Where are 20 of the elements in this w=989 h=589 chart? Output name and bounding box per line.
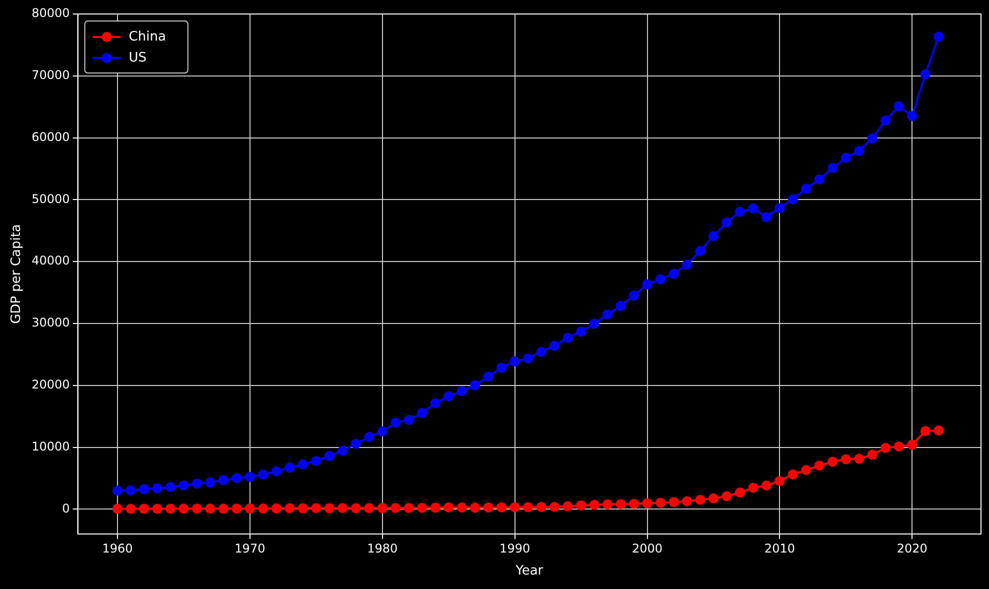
y-tick-label: 20000 (32, 378, 70, 392)
y-tick-label: 40000 (32, 254, 70, 268)
y-axis-title: GDP per Capita (9, 224, 24, 324)
x-tick-label: 1960 (102, 541, 133, 556)
x-tick-label: 1990 (500, 541, 530, 556)
legend-label: China (128, 29, 166, 44)
x-tick-label: 2010 (764, 541, 795, 556)
x-tick-label: 2020 (896, 541, 928, 556)
x-axis-title: Year (514, 564, 544, 579)
x-tick-label: 1980 (367, 541, 398, 556)
x-tick-label: 1970 (234, 541, 266, 556)
y-tick-label: 50000 (32, 192, 70, 206)
legend-label: US (128, 50, 147, 66)
y-tick-label: 70000 (32, 68, 70, 82)
y-tick-label: 80000 (32, 6, 70, 20)
y-tick-label: 30000 (32, 316, 70, 330)
y-tick-label: 60000 (32, 130, 70, 144)
x-tick-label: 2000 (632, 541, 663, 556)
y-tick-label: 10000 (32, 439, 70, 454)
y-tick-label: 0 (62, 501, 70, 516)
